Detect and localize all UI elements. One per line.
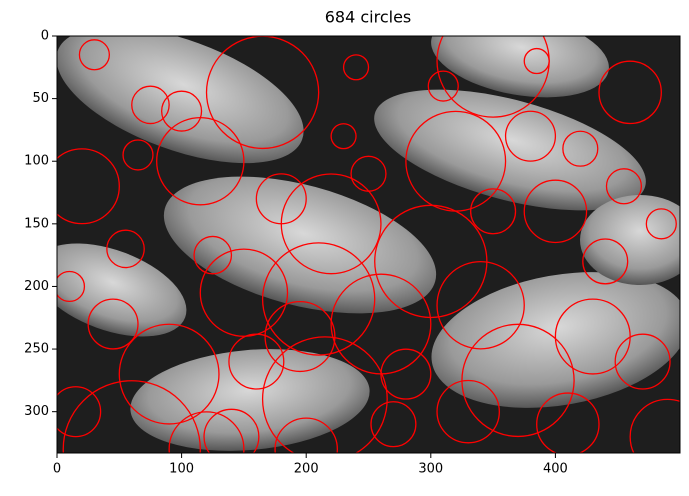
- blob-circle: [562, 130, 599, 167]
- blob-circle: [461, 323, 575, 438]
- blob-circle: [598, 60, 662, 125]
- blob-circle: [436, 260, 525, 350]
- blob-circle: [605, 168, 643, 205]
- blob-circle: [614, 333, 671, 390]
- blob-circle: [629, 398, 680, 453]
- blob-circle: [536, 392, 600, 453]
- blob-circle: [261, 336, 388, 453]
- y-tick-label: 100: [24, 154, 49, 169]
- blob-circle: [523, 179, 588, 244]
- x-tick-label: 100: [169, 462, 194, 477]
- blob-circle: [380, 348, 432, 400]
- blob-circle: [264, 301, 336, 373]
- blob-circle: [57, 270, 86, 303]
- blob-circle: [203, 408, 260, 453]
- blob-circle: [330, 123, 357, 150]
- blob-circle: [374, 204, 488, 319]
- axes-frame: [56, 35, 681, 454]
- blob-circle: [118, 323, 220, 425]
- blob-circle: [193, 235, 233, 275]
- blob-circle: [350, 155, 387, 192]
- blob-circle: [523, 47, 550, 75]
- blob-circle: [427, 70, 459, 102]
- y-tick-label: 300: [24, 404, 49, 419]
- y-tick-label: 0: [41, 29, 49, 44]
- blob-circle: [161, 90, 203, 132]
- blob-circle: [255, 173, 307, 225]
- x-tick-label: 0: [53, 462, 61, 477]
- circle-layer: [57, 36, 680, 453]
- blob-circle: [122, 139, 154, 171]
- blob-circle: [57, 386, 102, 438]
- blob-circle: [62, 380, 201, 453]
- chart-title: 684 circles: [325, 8, 412, 27]
- x-tick-label: 400: [543, 462, 568, 477]
- blob-circle: [106, 229, 145, 269]
- blob-circle: [168, 411, 245, 453]
- image: [57, 36, 680, 453]
- blob-circle: [582, 238, 629, 285]
- y-tick-label: 250: [24, 342, 49, 357]
- blob-circle: [370, 401, 417, 448]
- x-tick-label: 300: [418, 462, 443, 477]
- x-tick-label: 200: [294, 462, 319, 477]
- blob-circle: [78, 39, 110, 71]
- blob-circle: [87, 298, 139, 350]
- blob-circle: [436, 379, 500, 444]
- blob-circle: [274, 417, 338, 453]
- blob-circle: [504, 110, 557, 162]
- blob-circle: [57, 148, 120, 225]
- y-tick-label: 200: [24, 279, 49, 294]
- y-tick-label: 50: [32, 91, 49, 106]
- blob-circle: [342, 54, 370, 81]
- blob-circle: [470, 188, 517, 235]
- blob-circle: [228, 333, 285, 390]
- blob-circle: [199, 248, 289, 337]
- blob-circle: [645, 208, 677, 240]
- blob-circle: [261, 242, 376, 356]
- y-tick-label: 150: [24, 216, 49, 231]
- blob-circle: [131, 85, 170, 125]
